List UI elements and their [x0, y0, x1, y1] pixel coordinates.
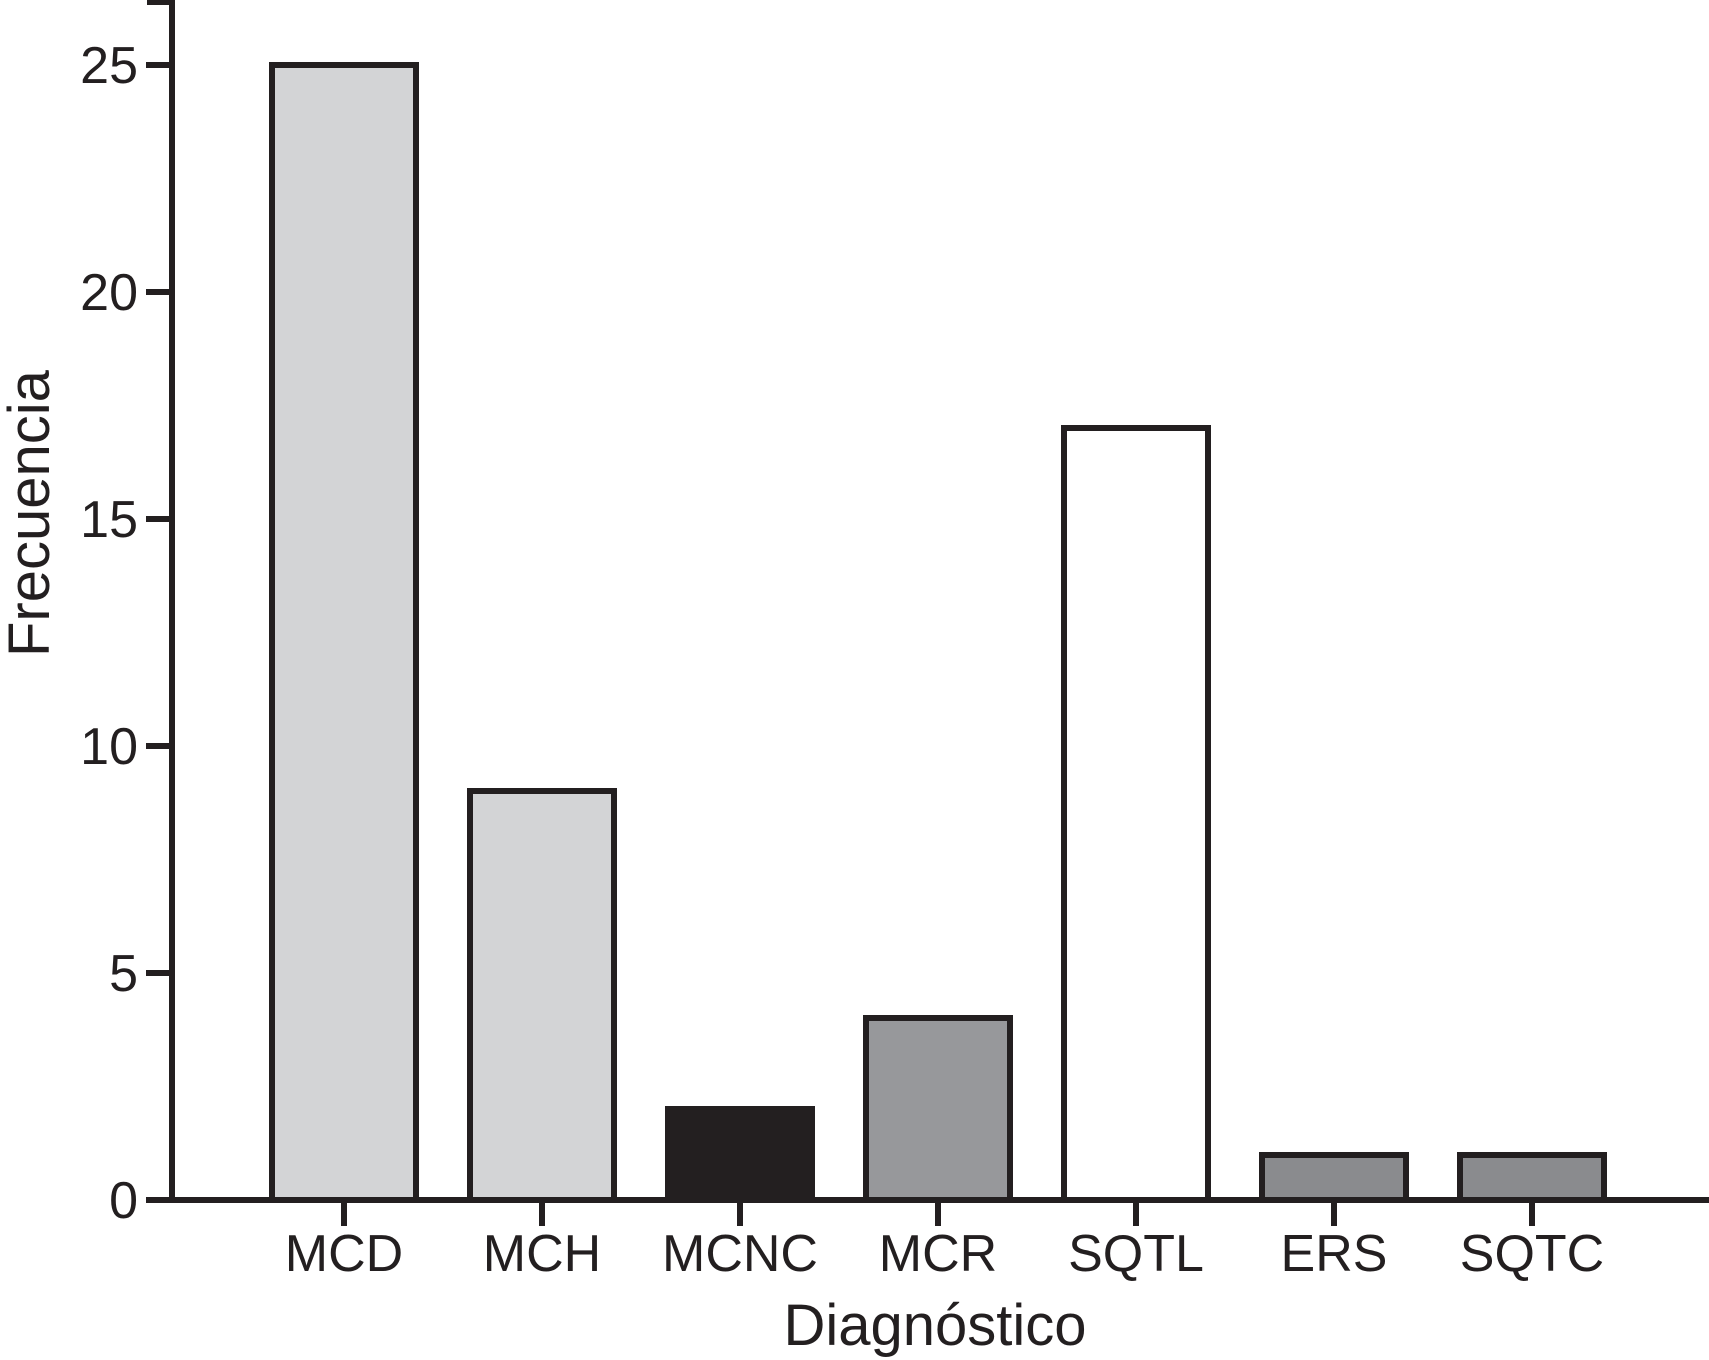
x-tick-ers: [1331, 1203, 1337, 1226]
y-tick-label-15: 15: [80, 491, 138, 549]
bar-sqtl: [1061, 425, 1211, 1197]
x-tick-sqtl: [1133, 1203, 1139, 1226]
x-tick-mcd: [341, 1203, 347, 1226]
y-tick-10: [146, 743, 170, 749]
x-axis-line: [169, 1197, 1709, 1203]
y-tick-label-25: 25: [80, 37, 138, 95]
x-cat-label-sqtl: SQTL: [1068, 1225, 1204, 1283]
y-tick-label-10: 10: [80, 718, 138, 776]
bar-mcd: [269, 62, 419, 1197]
y-tick-25: [146, 62, 170, 68]
bar-ers: [1259, 1152, 1409, 1197]
x-cat-label-mcd: MCD: [284, 1225, 404, 1283]
bar-sqtc: [1457, 1152, 1607, 1197]
x-tick-mcr: [935, 1203, 941, 1226]
x-cat-label-ers: ERS: [1280, 1225, 1388, 1283]
y-tick-20: [146, 289, 170, 295]
bar-mch: [467, 788, 617, 1197]
x-tick-mcnc: [737, 1203, 743, 1226]
y-tick-5: [146, 970, 170, 976]
x-cat-label-mch: MCH: [482, 1225, 602, 1283]
bar-mcnc: [665, 1106, 815, 1197]
y-tick-0: [146, 1197, 170, 1203]
x-tick-sqtc: [1529, 1203, 1535, 1226]
y-axis-top-tick: [147, 0, 169, 5]
bar-mcr: [863, 1015, 1013, 1197]
y-tick-15: [146, 516, 170, 522]
y-tick-label-20: 20: [80, 264, 138, 322]
x-cat-label-mcnc: MCNC: [662, 1225, 818, 1283]
y-tick-label-0: 0: [109, 1172, 138, 1230]
y-tick-label-5: 5: [109, 945, 138, 1003]
x-cat-label-mcr: MCR: [878, 1225, 998, 1283]
x-cat-label-sqtc: SQTC: [1459, 1225, 1605, 1283]
y-axis-line: [169, 0, 175, 1203]
x-tick-mch: [539, 1203, 545, 1226]
x-axis-title: Diagnóstico: [783, 1293, 1087, 1358]
